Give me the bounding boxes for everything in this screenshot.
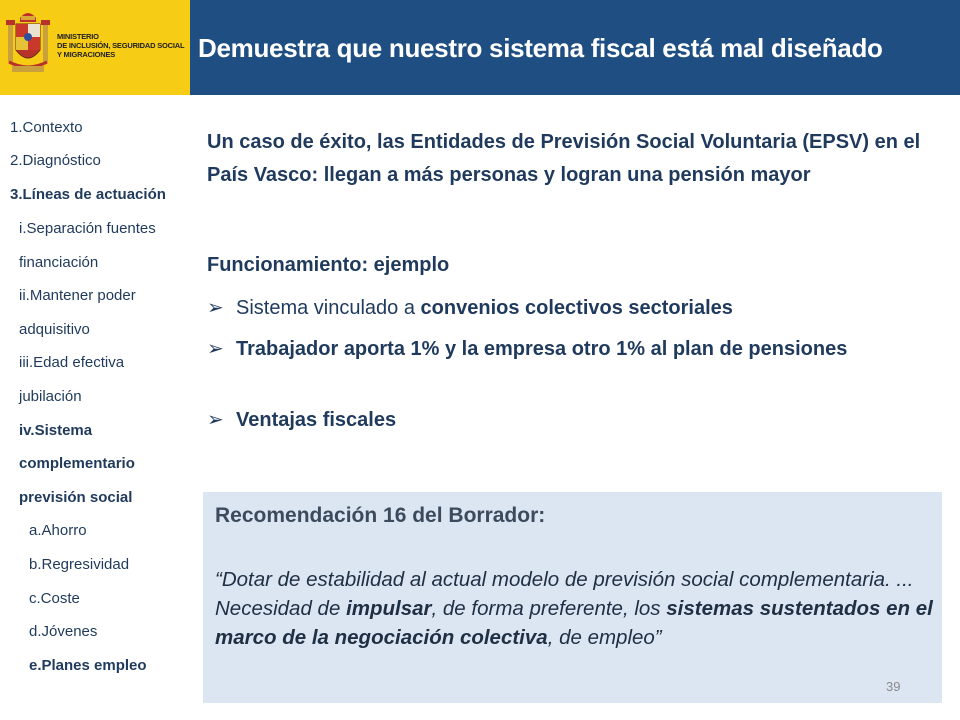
nav-item-contexto[interactable]: 1.Contexto bbox=[10, 119, 83, 136]
func-heading: Funcionamiento: ejemplo bbox=[207, 254, 450, 276]
nav-item-planes-empleo[interactable]: e.Planes empleo bbox=[29, 657, 147, 674]
nav-item-coste[interactable]: c.Coste bbox=[29, 590, 80, 607]
arrow-bullet-icon: ➢ bbox=[207, 338, 224, 360]
arrow-bullet-icon: ➢ bbox=[207, 409, 224, 431]
nav-item-mantener[interactable]: ii.Mantener poder bbox=[19, 287, 136, 304]
coat-of-arms-icon bbox=[6, 13, 50, 72]
bullet-item: ➢ Trabajador aporta 1% y la empresa otro… bbox=[207, 334, 938, 365]
nav-item-separacion[interactable]: i.Separación fuentes bbox=[19, 220, 156, 237]
nav-item-mantener-cont[interactable]: adquisitivo bbox=[19, 321, 90, 338]
bullet-item: ➢ Sistema vinculado a convenios colectiv… bbox=[207, 293, 938, 324]
recommendation-quote: “Dotar de estabilidad al actual modelo d… bbox=[215, 568, 933, 649]
nav-item-ahorro[interactable]: a.Ahorro bbox=[29, 522, 87, 539]
bullet-bold-text: Ventajas fiscales bbox=[236, 409, 397, 431]
nav-item-sistema-cont2[interactable]: previsión social bbox=[19, 489, 133, 506]
nav-item-sistema-cont1[interactable]: complementario bbox=[19, 455, 135, 472]
nav-item-regresividad[interactable]: b.Regresividad bbox=[29, 556, 130, 573]
nav-item-edad[interactable]: iii.Edad efectiva bbox=[19, 354, 125, 371]
nav-item-separacion-cont[interactable]: financiación bbox=[19, 254, 99, 271]
nav-item-jovenes[interactable]: d.Jóvenes bbox=[29, 623, 98, 640]
ministry-logo: MINISTERIO DE INCLUSIÓN, SEGURIDAD SOCIA… bbox=[0, 0, 190, 95]
page-number: 39 bbox=[886, 679, 901, 694]
bullet-bold-text: Trabajador aporta 1% y la empresa otro 1… bbox=[236, 338, 848, 360]
nav-item-sistema[interactable]: iv.Sistema bbox=[19, 422, 93, 439]
lead-paragraph: Un caso de éxito, las Entidades de Previ… bbox=[207, 131, 921, 186]
bullet-item: ➢ Ventajas fiscales bbox=[207, 405, 938, 436]
ministry-name: MINISTERIO DE INCLUSIÓN, SEGURIDAD SOCIA… bbox=[57, 32, 185, 59]
recommendation-title: Recomendación 16 del Borrador: bbox=[215, 504, 546, 527]
slide-title: Demuestra que nuestro sistema fiscal est… bbox=[198, 33, 883, 63]
recommendation-box: Recomendación 16 del Borrador: “Dotar de… bbox=[203, 492, 942, 703]
arrow-bullet-icon: ➢ bbox=[207, 297, 224, 319]
nav-item-lineas-actuacion[interactable]: 3.Líneas de actuación bbox=[10, 186, 166, 203]
bullet-bold-text: convenios colectivos sectoriales bbox=[420, 297, 733, 319]
nav-item-diagnostico[interactable]: 2.Diagnóstico bbox=[10, 152, 101, 169]
main-content: Un caso de éxito, las Entidades de Previ… bbox=[207, 126, 938, 431]
title-bar bbox=[190, 0, 960, 95]
nav-item-edad-cont[interactable]: jubilación bbox=[19, 388, 82, 405]
bullet-text: Sistema vinculado a bbox=[236, 297, 421, 319]
